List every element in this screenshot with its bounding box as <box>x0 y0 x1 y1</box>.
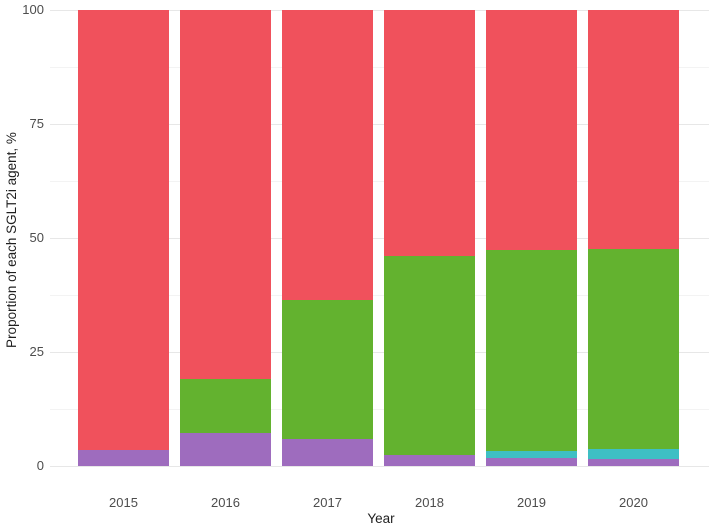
cyan-segment <box>588 449 679 460</box>
y-tick-label: 75 <box>29 116 44 131</box>
purple-segment <box>282 438 373 466</box>
x-tick-label-2016: 2016 <box>211 495 240 510</box>
purple-segment <box>588 459 679 466</box>
minor-gridline <box>50 409 709 410</box>
x-axis-title: Year <box>367 511 395 526</box>
major-gridline <box>50 10 709 11</box>
y-tick-label: 0 <box>36 458 44 473</box>
y-tick-label: 25 <box>29 344 44 359</box>
bar-2020 <box>588 10 679 466</box>
green-segment <box>486 249 577 451</box>
major-gridline <box>50 352 709 353</box>
purple-segment <box>486 457 577 466</box>
red-segment <box>486 10 577 250</box>
x-tick-label-2018: 2018 <box>415 495 444 510</box>
y-tick-label: 100 <box>22 2 44 17</box>
bar-2017 <box>282 10 373 466</box>
green-segment <box>282 299 373 439</box>
red-segment <box>282 10 373 300</box>
purple-segment <box>78 450 169 466</box>
y-tick-label: 50 <box>29 230 44 245</box>
red-segment <box>180 10 271 380</box>
x-tick-label-2019: 2019 <box>517 495 546 510</box>
minor-gridline <box>50 181 709 182</box>
red-segment <box>384 10 475 257</box>
major-gridline <box>50 124 709 125</box>
cyan-segment <box>486 450 577 458</box>
red-segment <box>588 10 679 249</box>
purple-segment <box>384 454 475 466</box>
bar-2018 <box>384 10 475 466</box>
red-segment <box>78 10 169 451</box>
purple-segment <box>180 433 271 466</box>
green-segment <box>384 256 475 455</box>
x-tick-label-2017: 2017 <box>313 495 342 510</box>
bar-2016 <box>180 10 271 466</box>
minor-gridline <box>50 295 709 296</box>
bar-2015 <box>78 10 169 466</box>
minor-gridline <box>50 67 709 68</box>
x-tick-label-2020: 2020 <box>619 495 648 510</box>
x-tick-label-2015: 2015 <box>109 495 138 510</box>
green-segment <box>588 248 679 450</box>
major-gridline <box>50 238 709 239</box>
bar-2019 <box>486 10 577 466</box>
major-gridline <box>50 466 709 467</box>
green-segment <box>180 379 271 434</box>
